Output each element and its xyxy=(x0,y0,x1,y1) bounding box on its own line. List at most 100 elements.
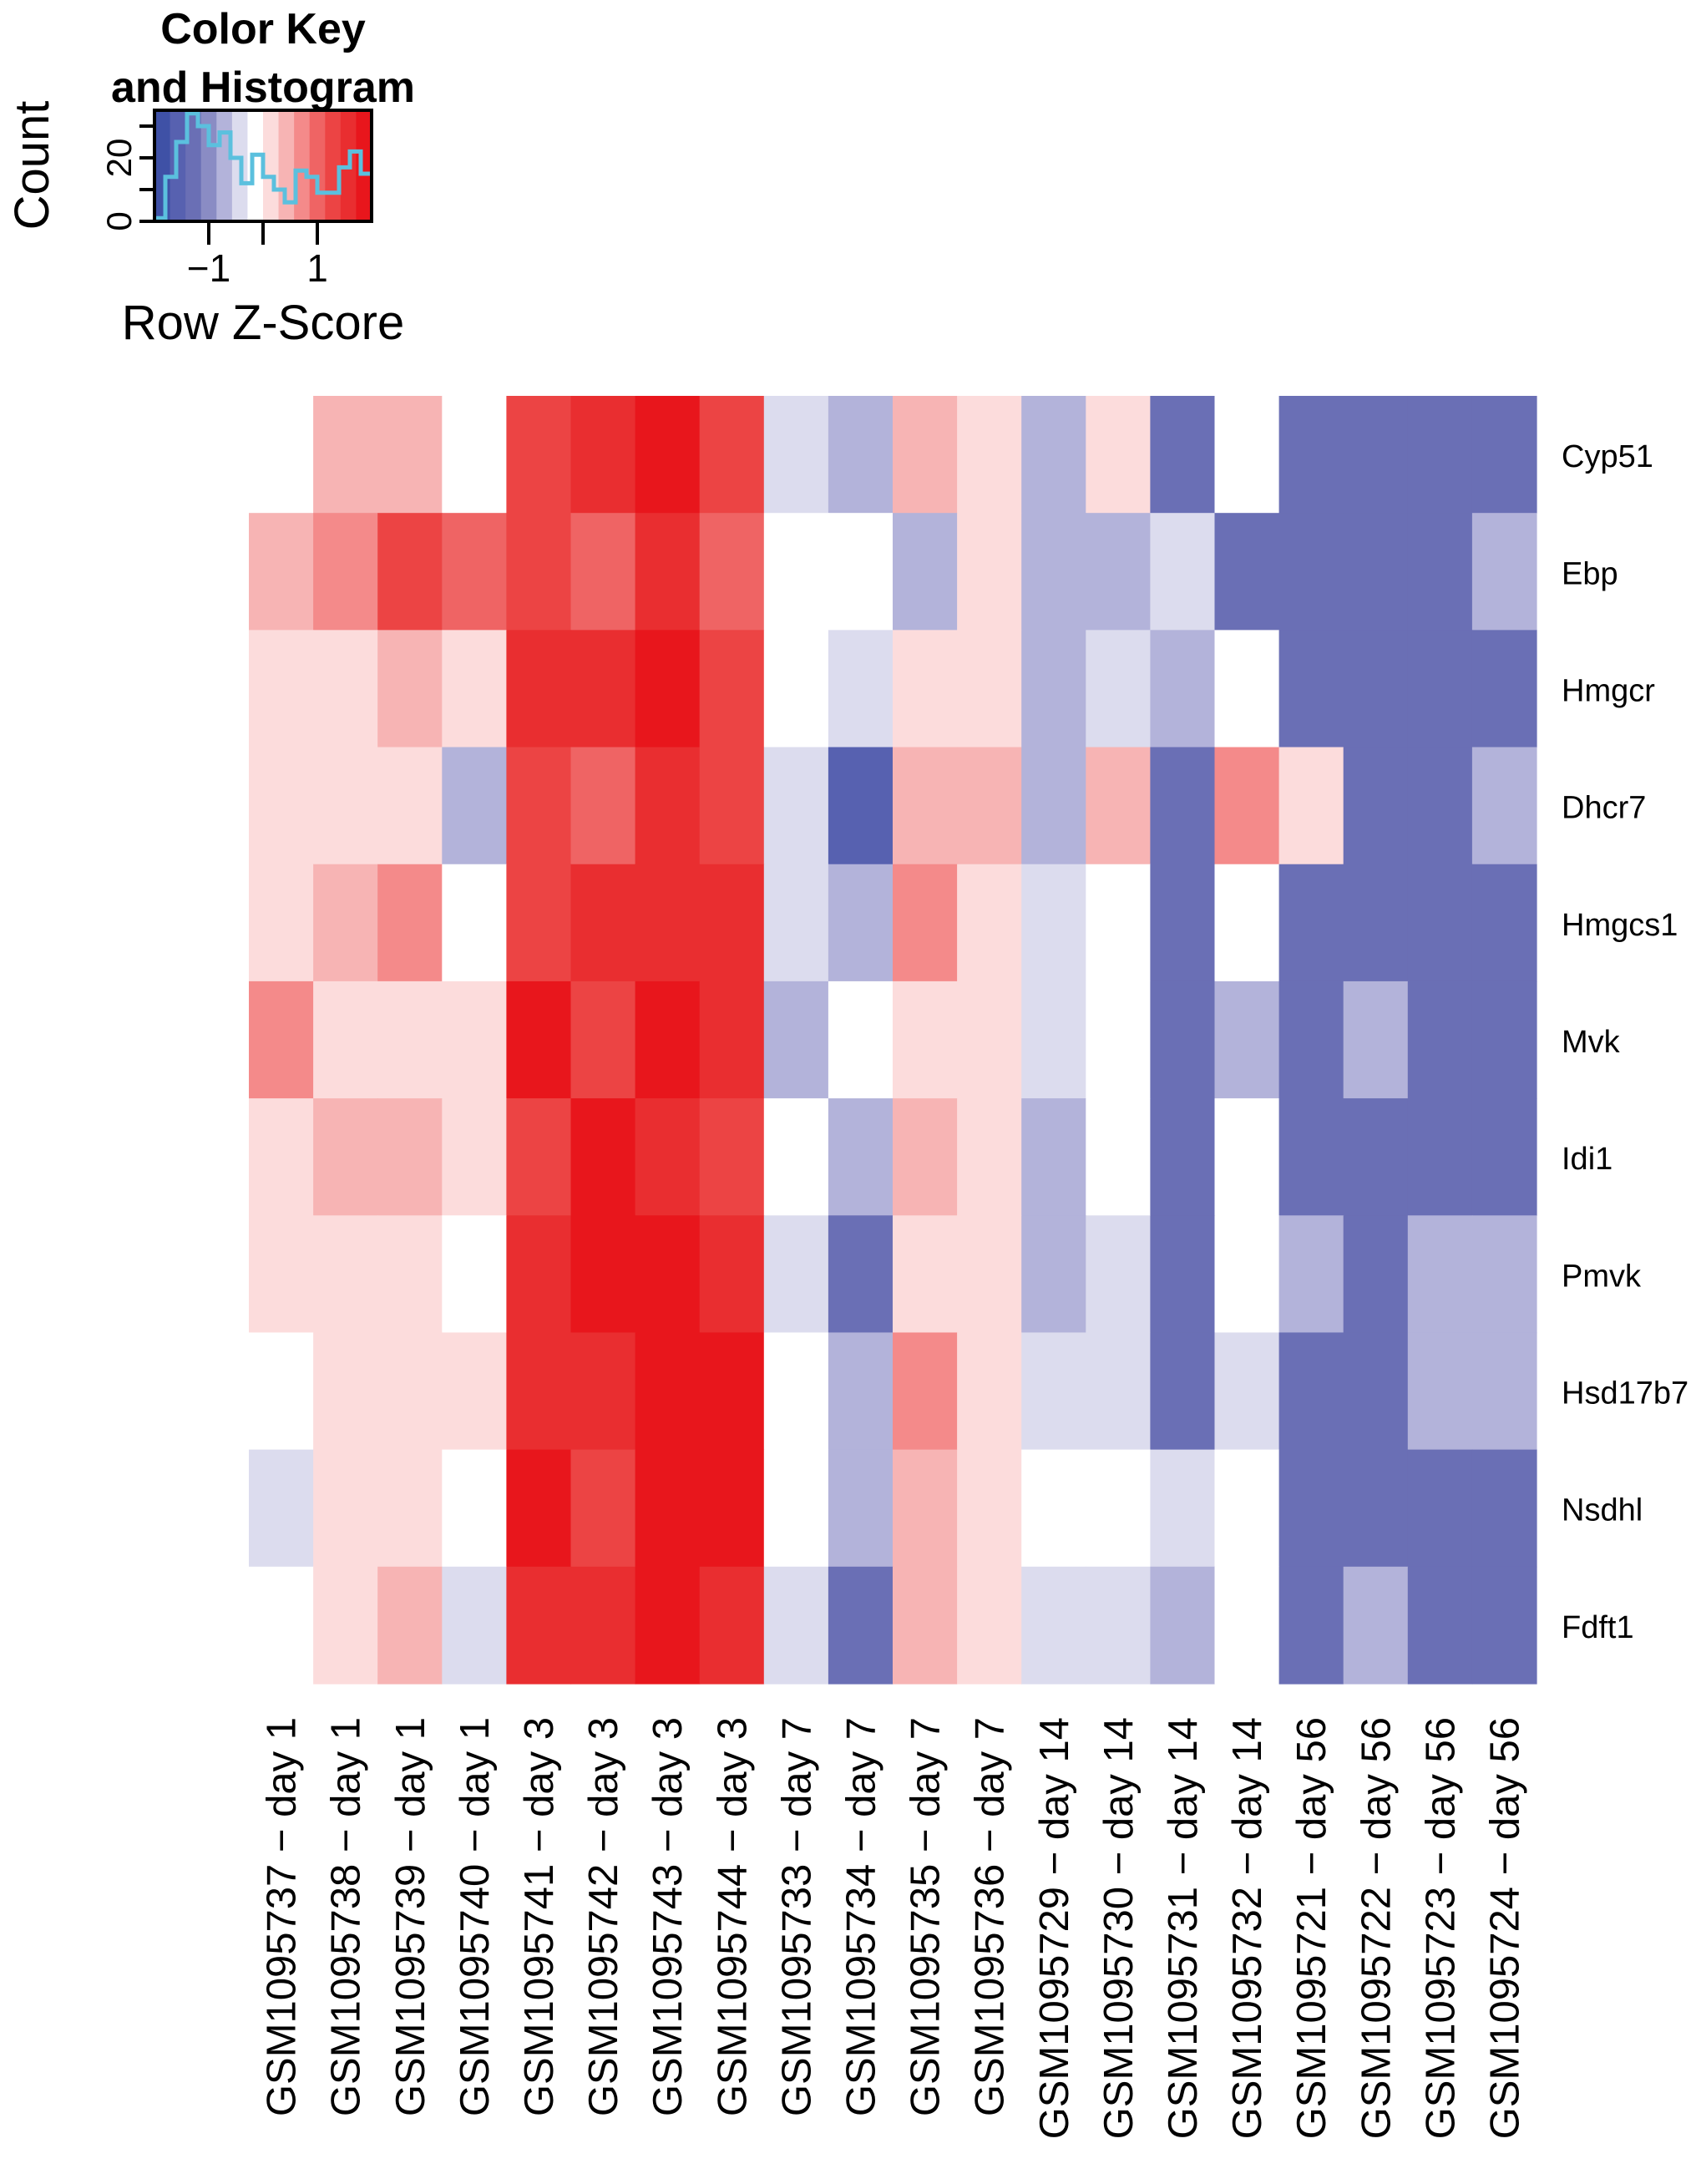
heatmap-cell xyxy=(313,1566,378,1685)
heatmap-cell xyxy=(893,1215,958,1334)
heatmap-cell xyxy=(442,1449,507,1568)
color-key-swatch xyxy=(154,110,171,221)
heatmap-cell xyxy=(1214,630,1280,748)
row-label: Fdft1 xyxy=(1562,1610,1634,1645)
heatmap-cell xyxy=(377,1566,443,1685)
heatmap-cell xyxy=(506,630,572,748)
heatmap-cell xyxy=(1021,1098,1086,1216)
heatmap-cell xyxy=(1278,1332,1344,1451)
heatmap-cell xyxy=(1343,630,1409,748)
heatmap-cell xyxy=(1278,864,1344,982)
heatmap-cell xyxy=(1021,1215,1086,1334)
heatmap-cell xyxy=(1086,1215,1151,1334)
color-key-swatch xyxy=(356,110,372,221)
heatmap-cell xyxy=(249,747,314,865)
heatmap-cell xyxy=(1214,1098,1280,1216)
heatmap-cell xyxy=(763,630,829,748)
column-label: GSM1095722 − day 56 xyxy=(1354,1717,1399,2139)
heatmap-cell xyxy=(1021,1332,1086,1451)
heatmap-cell xyxy=(1407,1449,1473,1568)
heatmap-cell xyxy=(249,1215,314,1334)
heatmap-cell xyxy=(506,1449,572,1568)
heatmap-cell xyxy=(828,981,894,1099)
column-label: GSM1095735 − day 7 xyxy=(904,1717,949,2116)
heatmap-cell xyxy=(1150,396,1216,514)
heatmap-cell xyxy=(313,630,378,748)
heatmap-cell xyxy=(635,747,701,865)
heatmap-cell xyxy=(1278,1098,1344,1216)
color-key-y-tick-label: 0 xyxy=(99,211,139,231)
heatmap-cell xyxy=(313,513,378,631)
heatmap-cell xyxy=(635,1098,701,1216)
heatmap-cell xyxy=(1021,747,1086,865)
heatmap-cell xyxy=(313,1098,378,1216)
heatmap-cell xyxy=(570,747,636,865)
heatmap-cell xyxy=(893,981,958,1099)
heatmap-cell xyxy=(506,1215,572,1334)
column-label: GSM1095743 − day 3 xyxy=(645,1717,691,2116)
heatmap-cell xyxy=(893,513,958,631)
column-label: GSM1095741 − day 3 xyxy=(517,1717,562,2116)
color-key-gradient xyxy=(154,110,372,221)
heatmap-cell xyxy=(442,981,507,1099)
row-label: Dhcr7 xyxy=(1562,791,1646,826)
heatmap-cell xyxy=(313,747,378,865)
heatmap-cell xyxy=(1021,981,1086,1099)
heatmap-cell xyxy=(570,630,636,748)
heatmap-cell xyxy=(1471,1098,1537,1216)
heatmap-cell xyxy=(1407,1566,1473,1685)
heatmap-cell xyxy=(570,1566,636,1685)
heatmap-cell xyxy=(1086,864,1151,982)
heatmap-cell xyxy=(1278,630,1344,748)
heatmap-cell xyxy=(1214,396,1280,514)
heatmap-cell xyxy=(570,1332,636,1451)
heatmap-cell xyxy=(442,864,507,982)
heatmap-cell xyxy=(635,1449,701,1568)
heatmap-cell xyxy=(1407,630,1473,748)
heatmap-cell xyxy=(1278,1215,1344,1334)
heatmap-cell xyxy=(1278,1566,1344,1685)
heatmap-cell xyxy=(1407,981,1473,1099)
heatmap-cell xyxy=(506,1332,572,1451)
heatmap-cell xyxy=(1471,513,1537,631)
heatmap-cell xyxy=(570,1098,636,1216)
heatmap-cell xyxy=(635,396,701,514)
heatmap-cell xyxy=(957,981,1022,1099)
color-key-x-label: Row Z-Score xyxy=(122,296,404,350)
color-key-swatch xyxy=(247,110,264,221)
color-key: Color Key and Histogram 0 20 −1 1 Count Ro… xyxy=(5,5,415,350)
heatmap-cell xyxy=(1407,396,1473,514)
heatmap-cell xyxy=(1086,396,1151,514)
color-key-title-line-1: Color Key xyxy=(160,5,366,53)
row-labels: Cyp51 Ebp Hmgcr Dhcr7 Hmgcs1 Mvk Idi1 Pmvk Hsd17… xyxy=(1562,439,1688,1645)
heatmap-cell xyxy=(1021,396,1086,514)
heatmap-cell xyxy=(635,864,701,982)
heatmap-cell xyxy=(1021,1449,1086,1568)
heatmap-cell xyxy=(1021,630,1086,748)
heatmap-cell xyxy=(249,864,314,982)
heatmap-cell xyxy=(1471,630,1537,748)
heatmap-cell xyxy=(635,1215,701,1334)
heatmap-cell xyxy=(699,1332,765,1451)
color-key-x-axis: −1 1 xyxy=(187,221,328,290)
heatmap-cell xyxy=(442,1215,507,1334)
row-label: Hsd17b7 xyxy=(1562,1376,1688,1411)
heatmap-cell xyxy=(1278,747,1344,865)
heatmap-cell xyxy=(1471,396,1537,514)
heatmap-cell xyxy=(313,864,378,982)
color-key-swatch xyxy=(278,110,295,221)
heatmap-cell xyxy=(1150,630,1216,748)
heatmap-cell xyxy=(1471,1332,1537,1451)
heatmap-cell xyxy=(893,1449,958,1568)
heatmap-cell xyxy=(957,864,1022,982)
heatmap-cell xyxy=(570,981,636,1099)
heatmap-cell xyxy=(699,630,765,748)
heatmap-cell xyxy=(377,864,443,982)
heatmap-cell xyxy=(442,396,507,514)
row-label: Pmvk xyxy=(1562,1259,1642,1294)
heatmap-cell xyxy=(1471,1566,1537,1685)
heatmap-cell xyxy=(1343,1215,1409,1334)
heatmap-cell xyxy=(763,1449,829,1568)
heatmap-cell xyxy=(828,1449,894,1568)
heatmap-cell xyxy=(763,1332,829,1451)
